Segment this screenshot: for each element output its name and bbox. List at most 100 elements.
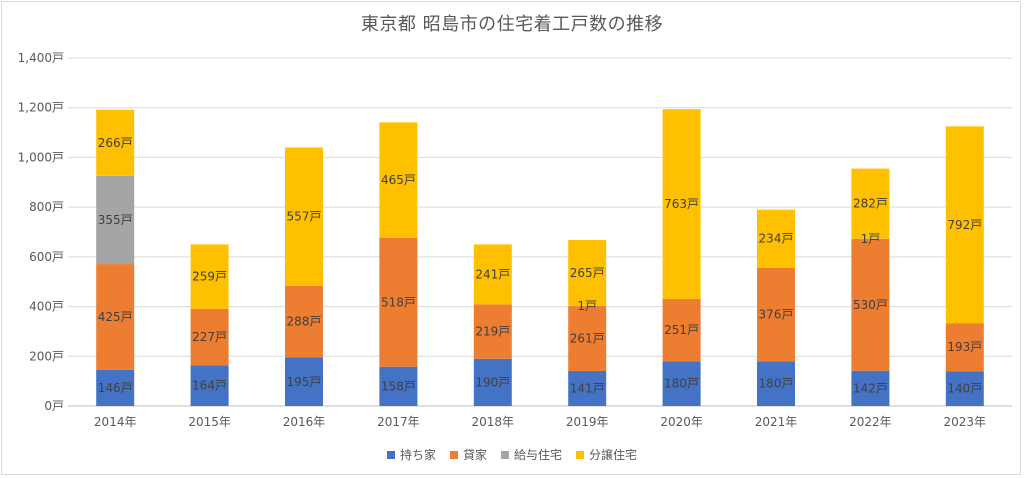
bar-segment (473, 244, 512, 305)
y-tick-label: 400戸 (29, 300, 64, 314)
y-tick-label: 1,000戸 (18, 150, 64, 164)
bars (96, 109, 984, 406)
bar-segment (190, 365, 229, 406)
x-tick-label: 2014年 (94, 415, 137, 429)
legend-swatch (449, 450, 458, 459)
bar-segment (662, 361, 701, 406)
bar-segment (190, 244, 229, 309)
y-tick-label: 0戸 (44, 399, 64, 413)
x-tick-label: 2022年 (849, 415, 892, 429)
bar-segment (568, 370, 607, 406)
bar-segment (945, 323, 984, 372)
data-label: 142戸 (853, 381, 888, 395)
bar-segment (473, 358, 512, 406)
bar-segment (379, 366, 418, 406)
bar-segment (379, 237, 418, 367)
legend-item: 分譲住宅 (576, 446, 637, 463)
data-label: 265戸 (570, 266, 605, 280)
y-tick-label: 1,200戸 (18, 101, 64, 115)
legend-item: 給与住宅 (501, 446, 562, 463)
data-label: 465戸 (381, 173, 416, 187)
bar-segment (662, 109, 701, 299)
bar-segment (851, 370, 890, 406)
bar-segment (96, 369, 135, 406)
data-label: 180戸 (759, 377, 794, 391)
y-tick-label: 600戸 (29, 250, 64, 264)
bar-segment (851, 168, 890, 239)
legend-label: 持ち家 (399, 448, 436, 462)
x-axis-ticks: 2014年 2015年 2016年 2017年 2018年 2019年 2020年 2021年… (94, 415, 986, 429)
data-label: 1戸 (577, 299, 597, 313)
data-label: 141戸 (570, 381, 605, 395)
y-axis-ticks: 0戸 200戸 400戸 600戸 800戸 1,000戸 1,200戸 1,400戸 (18, 51, 64, 413)
bar-segment (190, 308, 229, 366)
y-tick-label: 800戸 (29, 200, 64, 214)
legend-item: 持ち家 (386, 446, 436, 463)
bar-segment (851, 238, 890, 371)
bar-segment (96, 264, 135, 370)
bar-segment (945, 371, 984, 406)
data-label: 282戸 (853, 197, 888, 211)
data-label: 241戸 (475, 267, 510, 281)
bar-segment (757, 267, 795, 362)
legend-label: 分譲住宅 (589, 448, 638, 462)
legend-item: 貸家 (449, 446, 487, 463)
x-tick-label: 2023年 (944, 415, 987, 429)
data-label: 227戸 (192, 330, 227, 344)
legend-swatch (386, 450, 395, 459)
x-tick-label: 2019年 (566, 415, 609, 429)
data-label: 158戸 (381, 379, 416, 393)
data-label: 288戸 (287, 315, 322, 329)
legend-label: 給与住宅 (514, 448, 563, 462)
x-tick-label: 2021年 (755, 415, 798, 429)
data-label: 140戸 (947, 382, 982, 396)
x-tick-label: 2017年 (377, 415, 420, 429)
data-label: 266戸 (98, 136, 133, 150)
bar-segment (473, 304, 512, 359)
bar-segment (945, 126, 984, 324)
data-label: 763戸 (664, 197, 699, 211)
data-label: 190戸 (475, 375, 510, 389)
data-label: 530戸 (853, 298, 888, 312)
bar-segment (757, 361, 795, 406)
bar-segment (757, 209, 795, 268)
data-label: 146戸 (98, 381, 133, 395)
data-label: 259戸 (192, 270, 227, 284)
data-label: 355戸 (98, 213, 133, 227)
bar-segment (568, 239, 607, 306)
data-label: 792戸 (947, 218, 982, 232)
chart-title: 東京都 昭島市の住宅着工戸数の推移 (360, 14, 664, 35)
data-label: 193戸 (947, 340, 982, 354)
data-label: 234戸 (759, 232, 794, 246)
bar-segment (662, 298, 701, 362)
data-label: 376戸 (759, 308, 794, 322)
data-label: 1戸 (861, 232, 881, 246)
data-label: 261戸 (570, 332, 605, 346)
data-labels: 146戸 425戸 355戸 266戸 164戸 227戸 259戸 195戸 288戸 557戸… (98, 136, 983, 396)
bar-segment (285, 285, 323, 358)
legend-swatch (501, 450, 509, 459)
bar-segment (285, 357, 323, 406)
legend-label: 貸家 (462, 448, 487, 462)
y-tick-label: 200戸 (29, 349, 64, 363)
data-label: 164戸 (192, 379, 227, 393)
bar-segment (568, 306, 607, 371)
data-label: 180戸 (664, 377, 699, 391)
bar-segment (285, 147, 323, 286)
bar-segment (96, 175, 135, 265)
x-tick-label: 2018年 (472, 415, 515, 429)
data-label: 195戸 (287, 375, 322, 389)
x-tick-label: 2020年 (660, 415, 703, 429)
data-label: 425戸 (98, 310, 133, 324)
data-label: 219戸 (475, 325, 510, 339)
data-label: 557戸 (287, 210, 322, 224)
bar-segment (96, 109, 135, 176)
data-label: 518戸 (381, 295, 416, 309)
x-tick-label: 2015年 (188, 415, 231, 429)
y-tick-label: 1,400戸 (18, 51, 64, 65)
legend: 持ち家 貸家 給与住宅 分譲住宅 (0, 446, 1024, 463)
data-label: 251戸 (664, 323, 699, 337)
legend-swatch (576, 450, 585, 459)
bar-segment (379, 122, 418, 238)
